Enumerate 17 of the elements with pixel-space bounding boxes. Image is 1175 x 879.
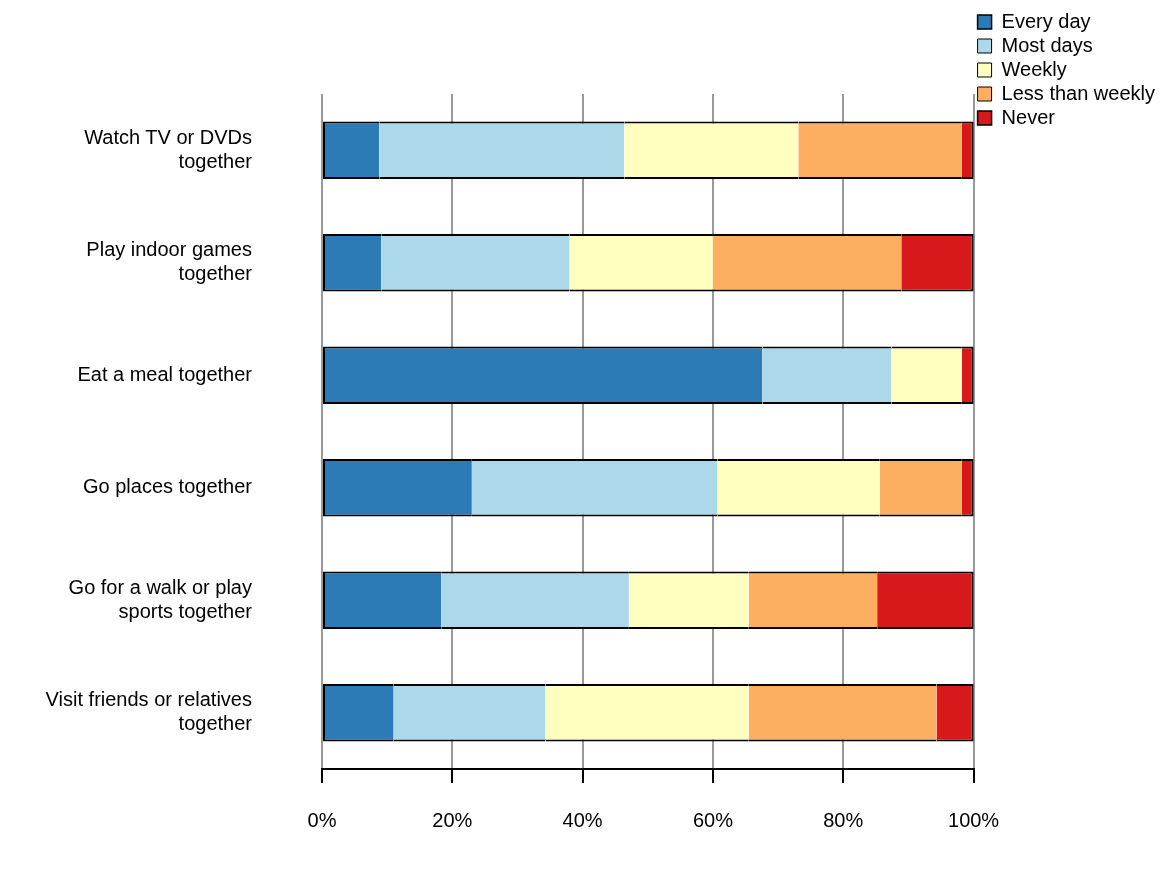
x-tick-label: 80% — [823, 808, 864, 831]
y-tick-label: Watch TV or DVDs together — [84, 125, 253, 172]
y-tick-label: Play indoor games together — [86, 238, 253, 285]
x-tick-label: 20% — [432, 808, 473, 831]
legend-label: Less than weekly — [1001, 81, 1155, 104]
x-tick-label: 0% — [307, 808, 337, 831]
legend-label: Weekly — [1001, 57, 1067, 80]
x-tick-label: 100% — [948, 808, 1000, 831]
y-tick-label: Eat a meal together — [77, 362, 253, 385]
y-tick-label: Go for a walk or play sports together — [68, 575, 253, 622]
x-tick-label: 60% — [692, 808, 734, 831]
y-tick-label: Go places together — [83, 475, 253, 498]
y-tick-label: Visit friends or relatives together — [45, 688, 253, 735]
legend-label: Every day — [1001, 9, 1091, 32]
legend-label: Never — [1001, 105, 1056, 128]
legend-label: Most days — [1001, 33, 1093, 56]
x-tick-label: 40% — [562, 808, 603, 831]
